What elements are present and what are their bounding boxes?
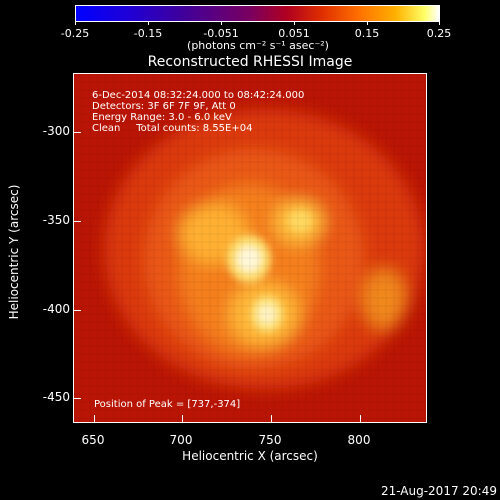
y-tick-label: -350 (42, 213, 70, 227)
y-axis-tick (74, 132, 81, 133)
x-axis-title: Heliocentric X (arcsec) (182, 449, 318, 463)
colorbar-tick (439, 21, 440, 25)
x-tick-label: 800 (347, 433, 371, 447)
rhessi-image-canvas (74, 74, 426, 422)
info-time-range: 6-Dec-2014 08:32:24.000 to 08:42:24.000 (92, 90, 305, 101)
colorbar-tick-label: 0.25 (426, 27, 452, 40)
plot-title: Reconstructed RHESSI Image (147, 54, 353, 70)
y-axis-tick (74, 310, 81, 311)
y-tick-label: -450 (42, 390, 70, 404)
x-tick-label: 650 (81, 433, 105, 447)
colorbar-tick-label: 0.15 (354, 27, 380, 40)
x-axis-tick (271, 415, 272, 422)
colorbar-tick-label: 0.051 (278, 27, 310, 40)
x-axis-tick (360, 415, 361, 422)
info-peak-position: Position of Peak = [737,-374] (94, 399, 241, 410)
colorbar-tick-label: -0.15 (133, 27, 163, 40)
info-energy-range: Energy Range: 3.0 - 6.0 keV (92, 112, 232, 123)
x-tick-label: 700 (169, 433, 193, 447)
x-axis-tick (182, 415, 183, 422)
colorbar-tick-label: -0.051 (203, 27, 239, 40)
y-axis-tick (74, 398, 81, 399)
timestamp: 21-Aug-2017 20:49 (380, 484, 497, 498)
y-axis-title: Heliocentric Y (arcsec) (7, 184, 21, 320)
colorbar (75, 5, 440, 22)
colorbar-tick (75, 21, 76, 25)
colorbar-tick (221, 21, 222, 25)
y-tick-label: -300 (42, 124, 70, 138)
rhessi-image: 6-Dec-2014 08:32:24.000 to 08:42:24.000 … (73, 73, 427, 423)
info-clean-counts: Clean Total counts: 8.55E+04 (92, 123, 253, 134)
colorbar-tick-label: -0.25 (60, 27, 90, 40)
colorbar-tick (367, 21, 368, 25)
x-tick-label: 750 (258, 433, 282, 447)
colorbar-tick (148, 21, 149, 25)
y-axis-tick (74, 221, 81, 222)
colorbar-tick (294, 21, 295, 25)
x-axis-tick (94, 415, 95, 422)
colorbar-units: (photons cm⁻² s⁻¹ asec⁻²) (187, 39, 329, 52)
y-tick-label: -400 (42, 302, 70, 316)
info-detectors: Detectors: 3F 6F 7F 9F, Att 0 (92, 101, 236, 112)
